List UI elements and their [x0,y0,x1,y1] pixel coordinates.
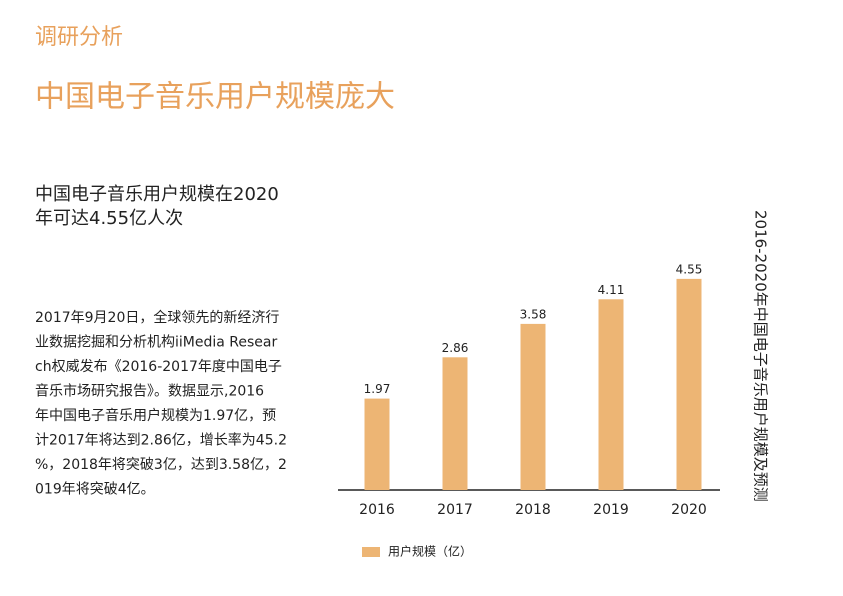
bar [364,398,390,490]
body-line: 年中国电子音乐用户规模为1.97亿，预 [35,407,276,424]
value-label: 4.55 [676,262,703,276]
bar [520,323,546,490]
body-line: 2017年9月20日，全球领先的新经济行 [35,309,279,326]
legend-label: 用户规模（亿） [388,544,472,559]
bar [442,357,468,490]
subheading-line: 中国电子音乐用户规模在2020 [35,184,279,205]
value-label: 3.58 [520,307,547,321]
body-line: 计2017年将达到2.86亿，增长率为45.2 [35,432,287,449]
bar [598,299,624,490]
body-line: %，2018年将突破3亿，达到3.58亿，2 [35,457,287,473]
x-tick-label: 2020 [671,502,707,518]
legend-swatch [362,547,380,557]
x-tick-label: 2016 [359,502,395,518]
x-tick-label: 2017 [437,502,473,518]
body-line: ch权威发布《2016-2017年度中国电子 [35,359,282,375]
value-label: 4.11 [598,283,625,297]
body-line: 音乐市场研究报告》。数据显示,2016 [35,383,264,400]
x-tick-label: 2018 [515,502,551,518]
heading: 中国电子音乐用户规模庞大 [35,80,395,115]
body-line: 019年将突破4亿。 [35,482,155,498]
value-label: 1.97 [364,382,391,396]
value-label: 2.86 [442,341,469,355]
body-line: 业数据挖掘和分析机构iiMedia Resear [35,335,277,351]
chart-title: 2016-2020年中国电子音乐用户规模及预测 [752,210,770,502]
section-title: 调研分析 [35,25,123,50]
subheading-line: 年可达4.55亿人次 [35,208,183,229]
x-tick-label: 2019 [593,502,629,518]
bar [676,278,702,490]
